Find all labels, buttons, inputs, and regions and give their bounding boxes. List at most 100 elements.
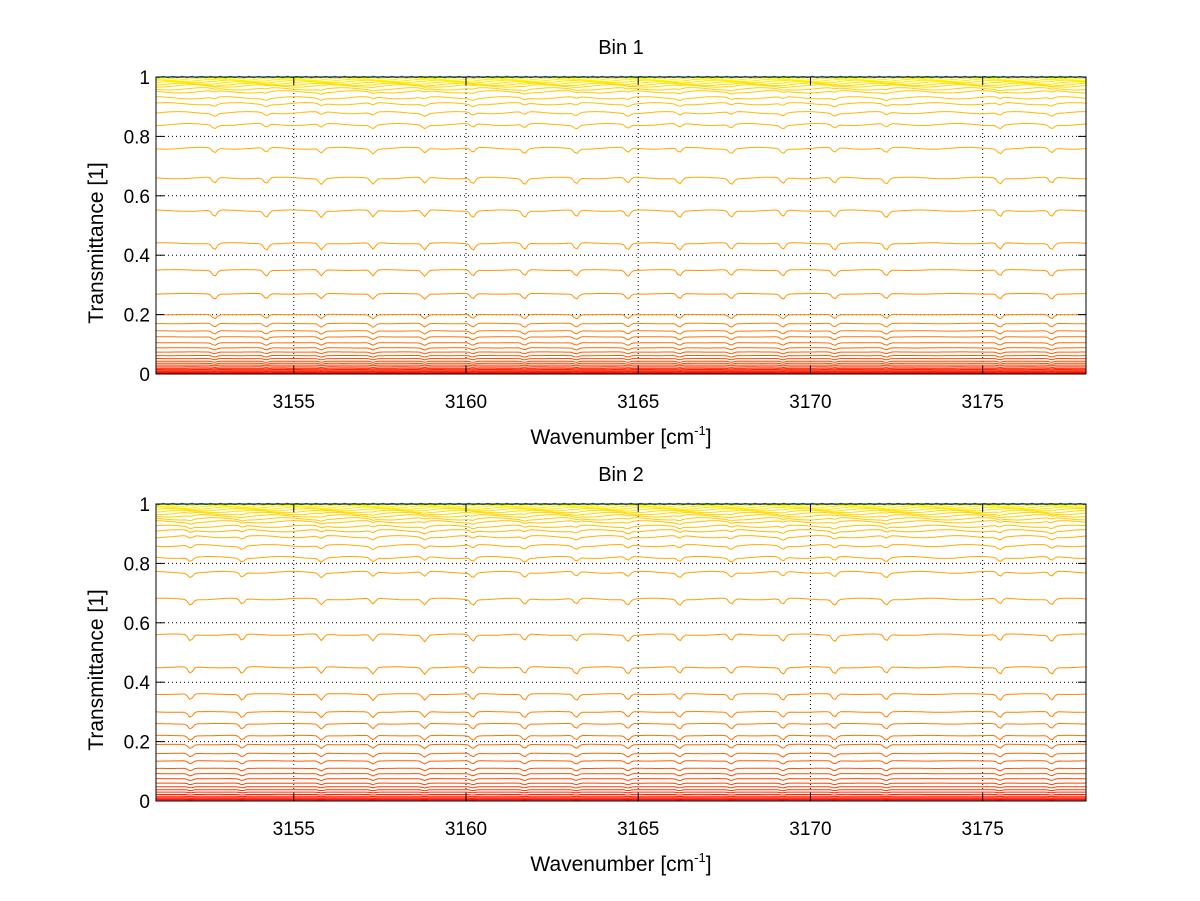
plot-area xyxy=(156,504,1086,801)
series-line xyxy=(155,102,1087,108)
series-line xyxy=(156,357,1086,361)
series-line xyxy=(156,773,1086,777)
axes-box xyxy=(155,503,1087,802)
y-tick-label: 1 xyxy=(139,495,150,516)
x-axis-label-superscript: -1 xyxy=(694,850,706,865)
series-line xyxy=(156,367,1086,370)
series-line xyxy=(156,362,1086,365)
x-axis-label-suffix: ] xyxy=(706,426,712,449)
series-line xyxy=(155,524,1087,530)
y-tick-label: 0.8 xyxy=(124,127,150,148)
chart-title: Bin 1 xyxy=(598,37,644,59)
series-line xyxy=(156,520,1087,525)
chart-title: Bin 2 xyxy=(598,464,644,486)
series-line xyxy=(156,364,1086,367)
series-line-top xyxy=(155,502,1087,506)
tick-marks xyxy=(156,76,1086,375)
series-line xyxy=(155,514,1087,519)
series-line xyxy=(156,767,1086,772)
series-line xyxy=(155,535,1087,541)
series-line xyxy=(156,511,1087,516)
series-line xyxy=(156,342,1086,346)
y-tick-label: 1 xyxy=(139,68,150,89)
x-axis-label-text: Wavenumber [cm xyxy=(530,426,694,449)
series-line xyxy=(156,351,1086,355)
series-line xyxy=(155,77,1087,81)
x-tick-label: 3165 xyxy=(617,819,659,840)
series-line xyxy=(155,90,1087,95)
y-tick-label: 0.6 xyxy=(124,187,150,208)
y-tick-label: 0.2 xyxy=(124,733,150,754)
x-axis-label-suffix: ] xyxy=(706,853,712,876)
series-line xyxy=(155,504,1087,508)
series-line xyxy=(155,597,1087,606)
y-tick-label: 0 xyxy=(139,792,150,813)
series-line xyxy=(155,529,1086,535)
series-line xyxy=(155,517,1087,522)
x-axis-label-superscript: -1 xyxy=(694,423,706,438)
y-tick-labels: 0 0.2 0.4 0.6 0.8 1 xyxy=(124,68,151,386)
y-tick-label: 0.8 xyxy=(124,554,150,575)
series-line xyxy=(155,322,1086,328)
y-axis-label: Transmittance [1] xyxy=(85,162,108,323)
series-line xyxy=(155,555,1086,563)
series-line xyxy=(155,544,1087,551)
series-line xyxy=(155,269,1087,278)
series-line xyxy=(156,778,1087,782)
series-line xyxy=(156,293,1086,300)
subplot-bin-1: Bin 1 3155 3160 3165 3170 3175 0 0.2 0.4… xyxy=(85,37,1087,449)
y-tick-labels: 0 0.2 0.4 0.6 0.8 1 xyxy=(124,495,151,813)
x-tick-label: 3155 xyxy=(273,392,315,413)
series-line xyxy=(155,570,1087,579)
series-line xyxy=(155,111,1086,117)
x-tick-label: 3170 xyxy=(789,819,831,840)
x-tick-label: 3160 xyxy=(445,819,487,840)
x-axis-label: Wavenumber [cm-1] xyxy=(530,423,711,449)
series-line-top xyxy=(155,75,1087,79)
y-tick-label: 0 xyxy=(139,365,150,386)
x-tick-label: 3175 xyxy=(962,819,1004,840)
x-tick-label: 3155 xyxy=(273,819,315,840)
series-line xyxy=(155,82,1087,87)
x-axis-label-text: Wavenumber [cm xyxy=(530,853,694,876)
series-line xyxy=(156,760,1086,765)
series-line xyxy=(156,336,1087,341)
series-line xyxy=(156,360,1086,363)
series-line xyxy=(155,209,1087,219)
x-tick-labels: 3155 3160 3165 3170 3175 xyxy=(273,392,1004,413)
y-tick-label: 0.6 xyxy=(124,614,150,635)
series-line xyxy=(155,122,1087,130)
y-tick-label: 0.2 xyxy=(124,306,150,327)
series-line xyxy=(156,791,1086,794)
y-axis-label: Transmittance [1] xyxy=(85,589,108,750)
series-line xyxy=(155,633,1087,643)
series-line xyxy=(156,789,1086,792)
series-line xyxy=(156,347,1086,351)
series-line xyxy=(155,87,1087,92)
series-line xyxy=(155,81,1087,86)
x-tick-label: 3170 xyxy=(789,392,831,413)
subplot-bin-2: Bin 2 3155 3160 3165 3170 3175 0 0.2 0.4… xyxy=(85,464,1087,876)
x-tick-labels: 3155 3160 3165 3170 3175 xyxy=(273,819,1004,840)
series-line xyxy=(156,734,1087,741)
y-tick-label: 0.4 xyxy=(124,246,151,267)
series-line xyxy=(156,330,1086,335)
axes-box xyxy=(155,76,1087,375)
series-line xyxy=(155,507,1087,512)
series-line xyxy=(155,146,1087,155)
x-axis-label: Wavenumber [cm-1] xyxy=(530,850,711,876)
series-line xyxy=(155,509,1087,514)
x-tick-label: 3175 xyxy=(962,392,1004,413)
x-tick-label: 3165 xyxy=(617,392,659,413)
series-line xyxy=(155,693,1087,702)
series-line xyxy=(156,752,1086,758)
plot-area xyxy=(156,77,1086,374)
series-line xyxy=(156,743,1086,750)
series-line xyxy=(156,782,1086,786)
series-line xyxy=(155,242,1087,251)
series-line xyxy=(156,795,1086,798)
series-line xyxy=(155,176,1087,186)
series-line xyxy=(155,710,1086,719)
series-line xyxy=(156,366,1086,369)
